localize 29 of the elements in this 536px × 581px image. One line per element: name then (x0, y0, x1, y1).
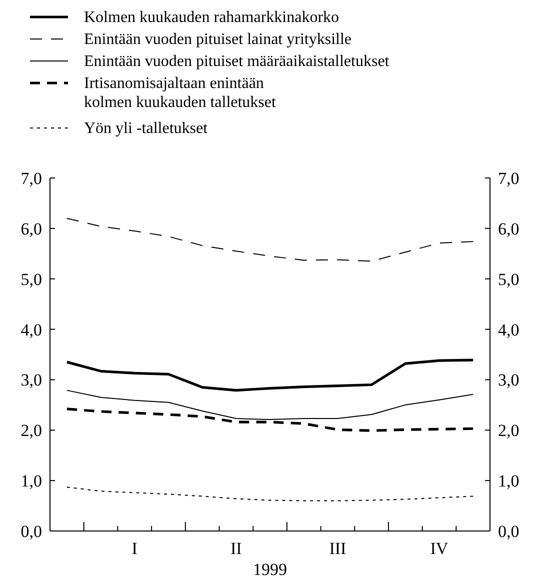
y2-tick-label: 6,0 (498, 219, 520, 238)
y-tick-label: 6,0 (20, 219, 42, 238)
y-tick-label: 5,0 (20, 270, 42, 289)
line-series (66, 218, 474, 262)
y-tick-label: 3,0 (20, 370, 42, 390)
x-axis-title: 1999 (253, 560, 287, 579)
x-tick-label: II (230, 539, 242, 558)
y2-tick-label: 5,0 (498, 270, 520, 289)
y-tick-label: 4,0 (20, 320, 42, 340)
y-tick-label: 2,0 (20, 421, 42, 440)
y-tick-label: 1,0 (20, 472, 42, 491)
x-tick-label: III (329, 539, 347, 558)
y2-tick-label: 4,0 (498, 320, 520, 340)
legend-label: Yön yli -talletukset (84, 120, 208, 137)
x-tick-label: IV (430, 539, 449, 558)
legend-label: Enintään vuoden pituiset lainat yrityksille (84, 31, 352, 48)
legend-label: Kolmen kuukauden rahamarkkinakorko (84, 9, 340, 26)
y2-tick-label: 2,0 (498, 421, 520, 440)
y2-tick-label: 3,0 (498, 370, 520, 390)
y2-tick-label: 1,0 (498, 472, 520, 491)
y2-tick-label: 0,0 (498, 522, 520, 541)
line-series (66, 358, 474, 392)
x-tick-label: I (132, 539, 138, 558)
legend-label: Enintään vuoden pituiset määräaikaistalletukset (84, 53, 390, 70)
legend-label: Irtisanomisajaltaan enintään kolmen kuukauden talletukset (84, 75, 277, 111)
y-tick-label: 7,0 (20, 169, 42, 188)
y2-tick-label: 7,0 (498, 169, 520, 188)
y-tick-label: 0,0 (20, 522, 42, 541)
line-series (66, 486, 474, 502)
